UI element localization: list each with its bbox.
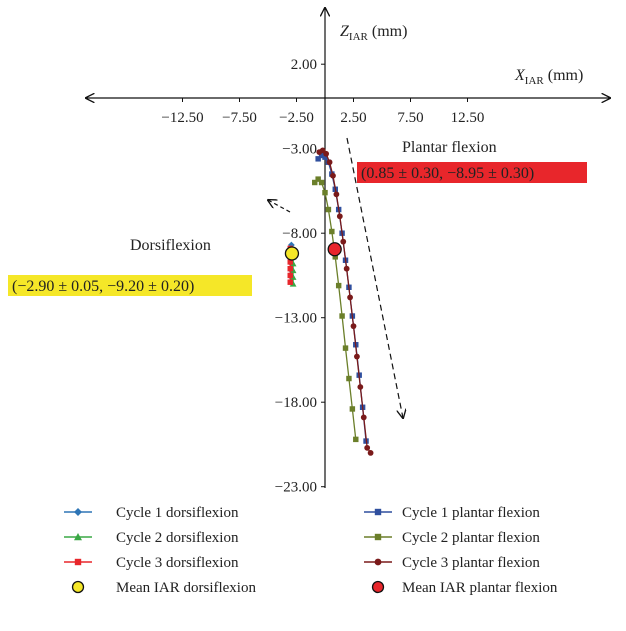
x-tick-label: −12.50 [161,110,203,126]
legend-item: Cycle 1 plantar flexion [364,505,540,521]
data-point [312,179,318,186]
data-point [330,172,336,179]
legend-label: Cycle 2 dorsiflexion [116,530,239,546]
mean-point [284,246,300,261]
data-point [342,345,349,351]
data-point [322,154,328,160]
data-point [340,238,347,245]
legend-item: Cycle 3 dorsiflexion [64,555,239,571]
plantar-value-box [357,162,587,183]
legend-label: Cycle 1 dorsiflexion [116,505,239,521]
data-point [332,254,338,260]
series-cycle-1-plantar-flexion [315,152,369,444]
data-point [323,150,330,157]
data-point [74,508,82,516]
data-point [322,189,328,196]
mean-point [71,580,85,594]
y-tick-label: −8.00 [282,226,317,242]
dorsiflexion-value-text: (−2.90 ± 0.05, −9.20 ± 0.20) [12,278,194,295]
x-tick-label: 7.50 [397,110,423,126]
dorsiflexion-value-box [8,275,252,296]
data-point [287,241,295,249]
data-point [289,260,297,267]
data-point [354,353,360,360]
data-point [287,265,293,272]
data-point [333,191,340,198]
data-point [74,558,82,566]
x-tick-label: −7.50 [222,110,257,126]
legend-item: Cycle 3 plantar flexion [364,555,540,571]
data-point [374,533,382,541]
mean-point [327,242,342,257]
x-tick-label: −2.50 [279,110,314,126]
legend-item: Cycle 1 dorsiflexion [64,505,239,521]
data-point [289,266,297,274]
data-point [287,259,293,265]
plantar-flexion-label: Plantar flexion [402,139,497,156]
dorsiflexion-label: Dorsiflexion [130,237,211,254]
legend-label: Mean IAR plantar flexion [402,580,558,596]
y-tick-label: −23.00 [275,480,317,496]
series-cycle-2-plantar-flexion [312,176,359,443]
series-layer [284,147,374,456]
tick-group: −12.50 −7.50 −2.50 2.50 7.50 12.50 2.00 −3.00 −8… [161,57,484,496]
y-tick-label: −18.00 [275,395,317,411]
series-cycle-3-plantar-flexion [316,147,374,456]
data-point [350,323,357,330]
data-point [318,152,325,159]
data-point [364,444,371,451]
mean-point [371,580,385,594]
y-tick-label: −3.00 [282,142,317,158]
data-point [367,450,374,456]
data-point [329,228,335,235]
series-line [314,178,357,440]
y-tick-label: 2.00 [291,57,317,73]
series-line [319,149,372,454]
x-tick-label: 12.50 [451,110,485,126]
data-point [335,282,342,289]
data-point [343,265,350,272]
legend-item: Cycle 2 plantar flexion [364,530,540,546]
legend-item: Mean IAR plantar flexion [371,580,558,596]
data-point [289,280,297,287]
legend-label: Cycle 2 plantar flexion [402,530,540,546]
data-point [336,213,343,220]
legend: Cycle 1 dorsiflexion Cycle 1 plantar flex… [64,505,558,596]
data-point [374,558,382,566]
data-point [353,436,359,443]
data-point [326,159,333,166]
dorsiflexion-direction-arrow [268,200,291,213]
data-point [315,156,321,162]
x-axis-title: XIAR (mm) [514,67,583,87]
data-point [346,375,352,382]
data-point [287,272,293,279]
data-point [357,384,364,390]
y-tick-label: −13.00 [275,311,317,327]
plantar-value-text: (0.85 ± 0.30, −8.95 ± 0.30) [361,165,534,182]
legend-item: Cycle 2 dorsiflexion [64,530,239,546]
data-point [325,206,332,213]
legend-label: Cycle 1 plantar flexion [402,505,540,521]
legend-item: Mean IAR dorsiflexion [71,580,256,596]
data-point [360,414,367,421]
series-mean-iar-dorsiflexion [284,246,300,261]
data-point [74,533,82,541]
series-mean-iar-plantar-flexion [327,242,342,257]
data-point [287,279,293,285]
data-point [318,179,325,186]
legend-label: Cycle 3 dorsiflexion [116,555,239,571]
legend-label: Mean IAR dorsiflexion [116,580,256,596]
data-point [339,313,345,319]
axes [86,8,610,488]
plantar-direction-arrow [346,137,403,418]
y-axis-title: ZIAR (mm) [340,23,407,43]
data-point [289,273,297,280]
legend-label: Cycle 3 plantar flexion [402,555,540,571]
data-point [374,508,382,516]
data-point [315,176,321,182]
data-point [349,406,356,412]
data-point [347,294,353,301]
x-tick-label: 2.50 [340,110,366,126]
